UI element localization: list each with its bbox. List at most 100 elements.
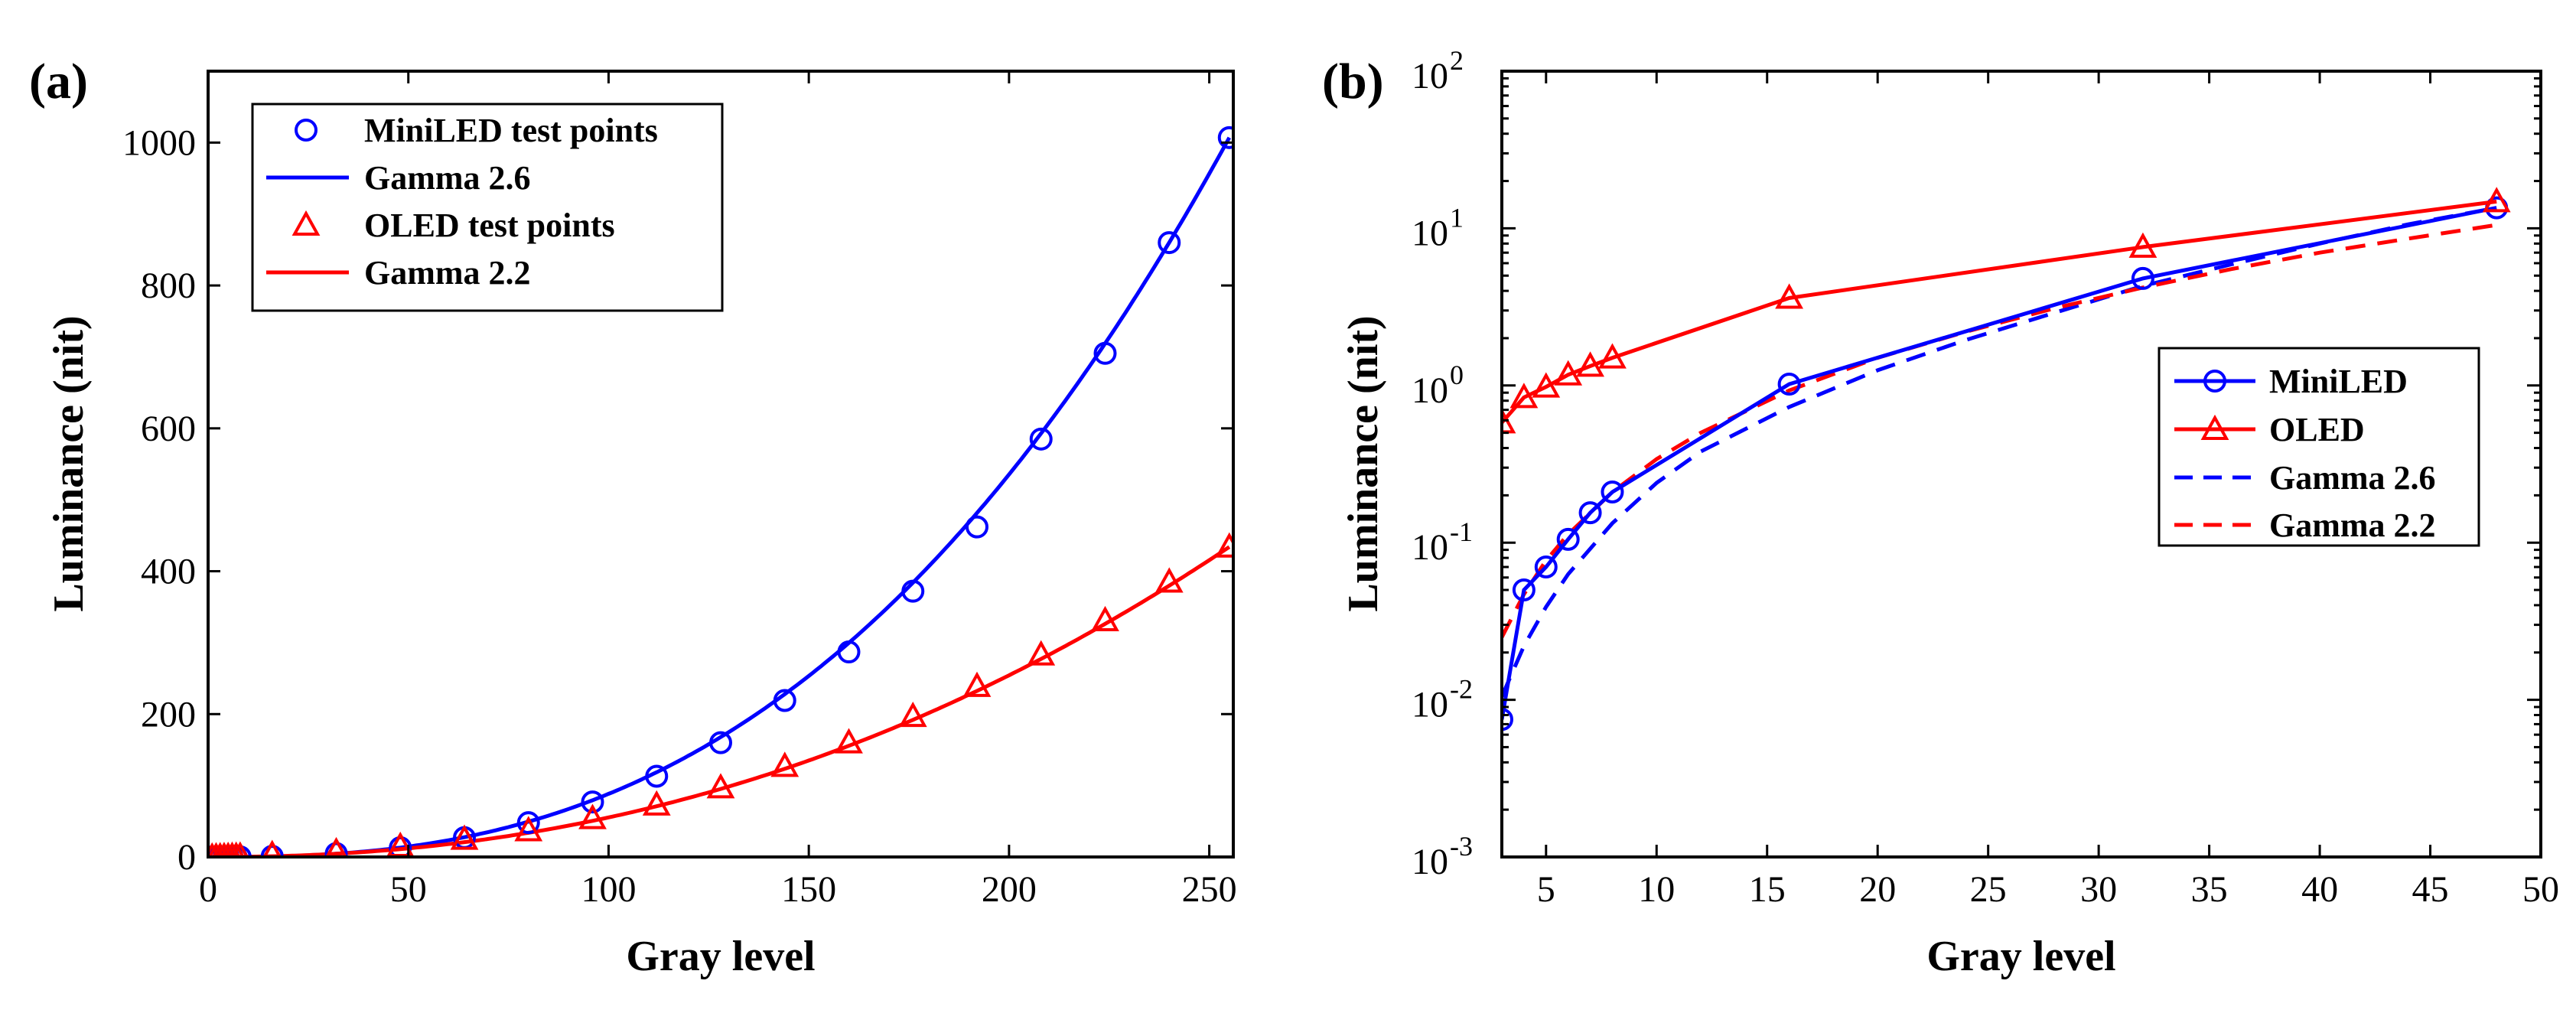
panel-a-axes-frame <box>207 70 1235 858</box>
panel-a-oled-point <box>835 728 863 754</box>
panel-a-oled-point <box>770 751 800 777</box>
panel-a-xtick-label: 0 <box>199 869 217 910</box>
panel-a-miniled-point <box>645 764 669 788</box>
panel-a-miniled-point <box>1158 231 1181 255</box>
panel-b-ytick-base: 10 <box>1412 685 1448 725</box>
panel-a-miniled-point <box>324 842 348 857</box>
panel-a-miniled-point <box>581 790 604 814</box>
panel-b-xtick-label: 30 <box>2080 869 2117 910</box>
panel-a-miniled-point <box>837 640 861 664</box>
panel-a-oled-point <box>706 773 735 799</box>
panel-b-oled-point <box>2482 187 2511 213</box>
panel-a-oled-point <box>514 816 543 842</box>
panel-b-miniled-point <box>1512 578 1536 602</box>
panel-b-xtick-label: 20 <box>1859 869 1896 910</box>
panel-a-oled-point <box>231 841 249 857</box>
panel-b-xtick-label: 5 <box>1537 869 1555 910</box>
panel-a-xtick-label: 50 <box>390 869 427 910</box>
panel-a-ytick-label: 200 <box>141 694 196 735</box>
panel-b-oled-point <box>2128 232 2158 258</box>
panel-a-xtick-label: 150 <box>781 869 836 910</box>
panel-a-legend-item: Gamma 2.2 <box>266 254 531 292</box>
panel-a-ytick-label: 1000 <box>122 122 196 163</box>
panel-b-legend-label: Gamma 2.2 <box>2269 507 2436 544</box>
panel-b-xtick-label: 35 <box>2191 869 2228 910</box>
panel-a-xtick-label: 250 <box>1182 869 1237 910</box>
panel-b-oled-point <box>1532 372 1561 398</box>
panel-b-oled-point <box>1598 343 1627 369</box>
panel-b-oled-point <box>1509 383 1539 409</box>
panel-a-legend-item: MiniLED test points <box>295 112 658 149</box>
panel-a-oled-point <box>578 803 607 829</box>
panel-a-legend-box <box>251 103 724 312</box>
panel-b-legend-circle-marker <box>2203 370 2226 393</box>
panel-a-oled-point <box>898 701 927 728</box>
panel-b-ytick-exponent: 0 <box>1450 360 1464 390</box>
panel-a-legend-label: OLED test points <box>364 207 615 244</box>
panel-a-oled-point <box>1154 567 1184 593</box>
panel-b-miniled-point <box>1578 501 1602 525</box>
panel-b-miniled-point <box>1534 556 1558 579</box>
panel-b-ytick-label: 10 1 <box>1412 202 1464 253</box>
panel-a-miniled-point <box>1217 125 1233 149</box>
panel-b-ytick-exponent: -3 <box>1450 831 1473 862</box>
panel-b-legend-item: Gamma 2.6 <box>2174 459 2436 497</box>
panel-b-oled-point <box>1775 283 1804 309</box>
panel-a-legend-item: OLED test points <box>291 207 615 244</box>
panel-b-ylabel: Luminance (nit) <box>1340 315 1387 611</box>
panel-b-miniled-point <box>1601 481 1624 504</box>
panel-a-line-gamma-2-2 <box>208 545 1231 857</box>
panel-b-miniled-point <box>1502 708 1513 731</box>
panel-b-miniled-point <box>2131 266 2154 290</box>
panel-a-oled-point <box>450 824 479 850</box>
panel-b-ytick-exponent: -1 <box>1450 516 1473 547</box>
panel-b-ytick-label: 10 -2 <box>1412 674 1473 725</box>
panel-a-legend: MiniLED test points Gamma 2.6 OLED test po… <box>251 103 724 312</box>
panel-a-oled-point <box>1027 640 1056 666</box>
panel-a-legend-item: Gamma 2.6 <box>266 159 531 197</box>
panel-a-legend-label: Gamma 2.2 <box>364 254 531 292</box>
panel-a-ylabel: Luminance (nit) <box>45 315 93 611</box>
panel-a-miniled-point <box>773 689 796 712</box>
panel-a-oled-point <box>227 841 245 857</box>
panel-b-dashed-gamma-2-6 <box>1502 206 2497 698</box>
panel-a-ytick-label: 600 <box>141 409 196 449</box>
panel-a-legend-triangle-marker <box>291 210 321 236</box>
panel-a-oled-point <box>262 839 282 857</box>
panel-b-oled-point <box>1554 360 1583 386</box>
panel-a-xtick-label: 200 <box>982 869 1037 910</box>
panel-a-plot-area <box>208 125 1233 857</box>
panel-b-legend-triangle-marker <box>2200 414 2229 440</box>
panel-b-legend-label: Gamma 2.6 <box>2269 459 2436 497</box>
panel-a-ytick-label: 0 <box>177 837 196 878</box>
panel-a-oled-point <box>962 671 992 697</box>
panel-b-legend-label: MiniLED <box>2269 363 2408 400</box>
panel-a-miniled-point <box>516 811 540 835</box>
panel-b-legend: MiniLED OLED Gamma 2.6 Gamma 2.2 <box>2158 347 2480 547</box>
panel-b-legend-item: MiniLED <box>2174 363 2408 400</box>
panel-b-ytick-label: 10 -3 <box>1412 831 1473 882</box>
panel-a-miniled-point <box>901 579 925 603</box>
panel-b-ytick-label: 10 0 <box>1412 360 1464 411</box>
panel-b-ytick-exponent: -2 <box>1450 674 1473 705</box>
panel-b-ytick-label: 10 2 <box>1412 45 1464 96</box>
panel-b-ytick-base: 10 <box>1412 370 1448 411</box>
panel-b-miniled-point <box>1556 527 1580 551</box>
panel-b-ytick-exponent: 2 <box>1450 45 1464 76</box>
panel-a-oled-point <box>1215 532 1233 558</box>
panel-a-oled-point <box>1091 605 1119 631</box>
panel-a-legend-circle-marker <box>295 119 318 142</box>
panel-b-series-layer <box>1502 187 2511 731</box>
panel-a-legend-label: Gamma 2.6 <box>364 159 531 197</box>
panel-a-miniled-point <box>1029 427 1053 451</box>
panel-a-oled-point <box>386 831 415 857</box>
panel-b-ytick-exponent: 1 <box>1450 202 1464 233</box>
panel-a-xtick-label: 100 <box>581 869 636 910</box>
panel-a-ytick-label: 400 <box>141 552 196 592</box>
panel-b-xtick-label: 10 <box>1638 869 1675 910</box>
panel-b-plot-area <box>1502 187 2511 731</box>
panel-a-oled-point <box>223 841 241 857</box>
